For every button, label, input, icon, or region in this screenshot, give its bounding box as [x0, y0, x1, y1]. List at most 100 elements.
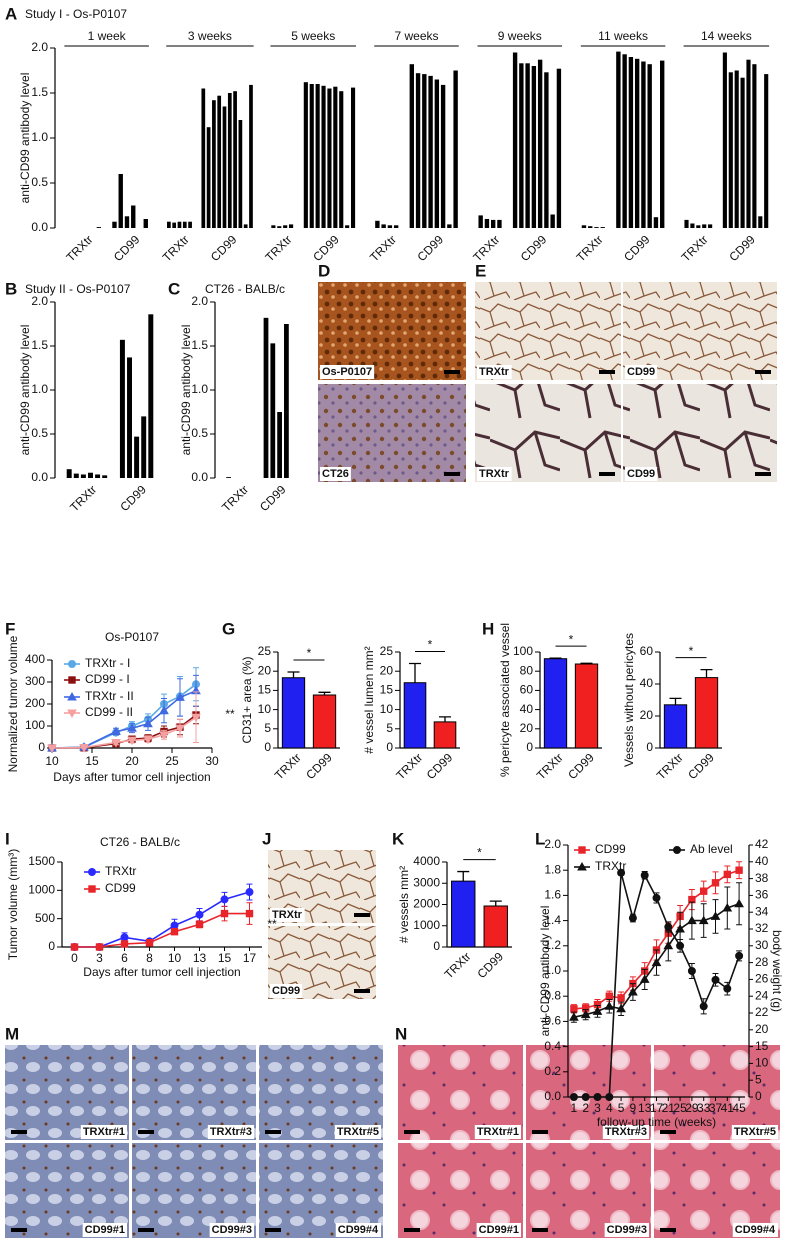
y-tick-label: 0 — [386, 740, 393, 754]
y-tick-label: 0 — [526, 740, 533, 754]
bar — [433, 721, 457, 749]
legend-marker — [673, 846, 681, 854]
bar — [127, 357, 132, 478]
bar — [188, 221, 192, 228]
bar — [483, 905, 508, 948]
bar — [172, 222, 177, 228]
x-tick-label: 45 — [732, 1101, 746, 1115]
bar — [327, 88, 332, 228]
marker — [580, 1009, 591, 1019]
marker — [605, 992, 613, 1000]
bar — [212, 100, 216, 228]
micrograph — [623, 384, 777, 482]
marker — [652, 893, 661, 902]
legend-marker — [88, 868, 96, 876]
bar — [309, 84, 314, 228]
marker — [593, 1093, 602, 1101]
y2-axis-label: body weight (g) — [770, 930, 784, 1012]
bar — [95, 474, 101, 478]
marker — [734, 898, 744, 908]
bar — [478, 215, 483, 228]
x-tick-label: 21 — [662, 1101, 676, 1115]
x-tick-label: CD99 — [310, 232, 342, 264]
panel-letter: M — [5, 1024, 19, 1043]
marker — [245, 888, 254, 897]
y-tick-label: 0 — [264, 740, 271, 754]
x-tick-label: TRXtr — [219, 482, 251, 514]
marker — [735, 951, 744, 960]
scale-bar — [532, 1130, 548, 1134]
group-label: 3 weeks — [188, 29, 232, 43]
bar — [345, 225, 350, 228]
micrograph — [5, 1143, 129, 1238]
label-bg — [474, 1125, 521, 1139]
x-tick-label: CD99 — [303, 750, 335, 782]
bar — [66, 469, 72, 478]
marker — [175, 692, 185, 701]
panel-letter: A — [5, 4, 17, 23]
image-label: CD99#1 — [85, 1224, 125, 1236]
y-tick-label: 15 — [258, 683, 272, 697]
y-tick-label: 0.5 — [31, 426, 48, 440]
scale-bar — [755, 370, 771, 374]
error-bar — [457, 870, 470, 882]
image-label: CD99 — [272, 985, 300, 997]
label-bg — [270, 908, 305, 922]
x-tick-label: 33 — [697, 1101, 711, 1115]
bar — [415, 73, 421, 228]
y2-tick-label: 20 — [755, 1022, 769, 1036]
y2-tick-label: 10 — [755, 1056, 769, 1070]
x-tick-label: CD99 — [726, 232, 758, 264]
y-tick-label: 1000 — [28, 883, 55, 897]
series-line — [51, 714, 197, 749]
bar — [73, 473, 79, 478]
micrograph — [132, 1045, 256, 1140]
marker — [698, 915, 709, 925]
x-tick-label: 20 — [125, 754, 139, 768]
bar — [581, 225, 587, 228]
panel-letter: J — [262, 829, 271, 848]
bar — [696, 225, 701, 228]
error-bar — [700, 668, 713, 678]
x-tick-label: TRXtr — [654, 750, 686, 782]
bar — [600, 227, 605, 228]
scale-bar — [599, 472, 615, 476]
marker — [120, 933, 129, 942]
x-tick-label: 8 — [146, 951, 153, 965]
bar — [387, 225, 393, 228]
y-tick-label: 25 — [258, 644, 272, 658]
x-tick-label: 25 — [673, 1101, 687, 1115]
y2-tick-label: 28 — [755, 955, 769, 969]
y-tick-label: 2.0 — [191, 294, 208, 308]
y-axis-label: CD31+ area (%) — [240, 656, 254, 743]
marker — [722, 902, 733, 912]
bar — [647, 64, 652, 228]
legend-label: CD99 — [105, 881, 136, 895]
y2-tick-label: 22 — [755, 1005, 769, 1019]
marker — [663, 940, 674, 950]
x-tick-label: TRXtr — [263, 232, 295, 264]
x-tick-label: CD99 — [475, 949, 507, 981]
bar — [525, 63, 530, 228]
bar — [102, 475, 108, 478]
bar — [227, 93, 232, 228]
group-label: 7 weeks — [394, 29, 438, 43]
legend-marker — [577, 861, 587, 871]
marker — [127, 723, 137, 732]
x-tick-label: 37 — [709, 1101, 723, 1115]
y2-tick-label: 42 — [755, 837, 769, 851]
y-tick-label: 1.8 — [544, 862, 561, 876]
marker — [592, 1006, 603, 1015]
y-tick-label: 1.6 — [544, 888, 561, 902]
y-tick-label: 1.4 — [544, 913, 561, 927]
bar — [381, 224, 386, 228]
bar — [233, 91, 237, 228]
scale-bar — [755, 472, 771, 476]
x-tick-label: 30 — [205, 754, 219, 768]
bar — [653, 217, 659, 228]
y-tick-label: 0.5 — [191, 426, 208, 440]
y-tick-label: 20 — [380, 663, 394, 677]
image-label: CD99#3 — [607, 1224, 647, 1236]
chart-title: Study II - Os-P0107 — [25, 282, 131, 296]
x-tick-label: CD99 — [518, 232, 550, 264]
